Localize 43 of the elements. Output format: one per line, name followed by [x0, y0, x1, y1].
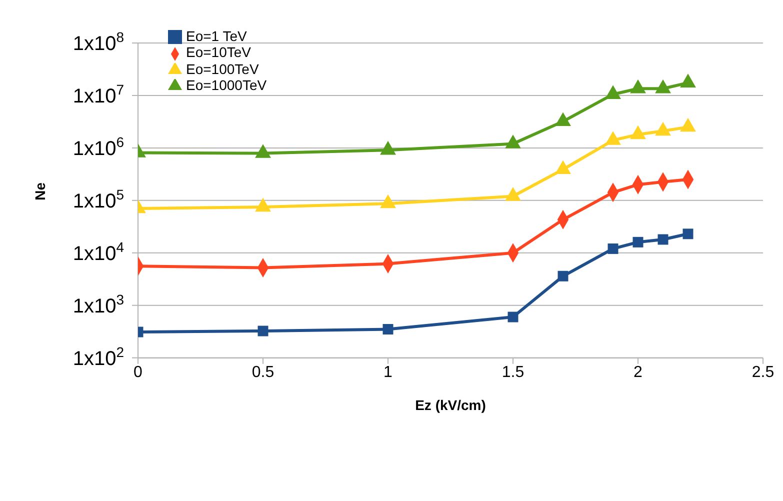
y-tick-label: 1x10$^{8}$: [72, 29, 124, 55]
y-tick-label: 1x10$^{4}$: [72, 238, 124, 265]
legend-label: Eo=10TeV: [186, 44, 251, 60]
point: [258, 326, 268, 336]
x-tick-label: 0.5: [252, 364, 274, 382]
point: [682, 228, 694, 240]
point: [558, 270, 568, 282]
legend-label: Eo=100TeV: [186, 60, 259, 77]
legend-label: Eo=1 TeV: [186, 28, 247, 44]
point: [380, 140, 396, 155]
x-tick-label: 2.5: [752, 364, 774, 382]
y-tick-label: 1x10$^{3}$: [72, 291, 124, 318]
point: [380, 194, 396, 208]
point: [255, 144, 271, 158]
point: [608, 243, 618, 254]
y-tick-label: 1x10$^{6}$: [72, 134, 124, 160]
point: [505, 134, 521, 148]
point: [605, 85, 621, 99]
y-tick-label: 1x10$^{7}$: [72, 81, 124, 108]
x-tick-label: 0: [134, 364, 143, 382]
x-axis-title: Ez (kV/cm): [415, 396, 486, 413]
point: [508, 312, 518, 322]
x-tick-label: 1: [384, 364, 393, 382]
point: [505, 187, 521, 201]
point: [255, 198, 271, 212]
point: [630, 79, 646, 94]
x-tick-label: 2: [634, 364, 643, 382]
point: [382, 324, 394, 335]
y-tick-label: 1x10$^{5}$: [72, 186, 124, 212]
point: [555, 160, 571, 174]
y-axis-title: Ne: [32, 182, 48, 200]
point: [680, 118, 696, 132]
point: [680, 74, 696, 88]
point: [605, 131, 621, 145]
point: [655, 79, 671, 94]
legend-label: Eo=1000TeV: [186, 76, 267, 93]
point: [630, 125, 646, 140]
y-tick-label: 1x10$^{2}$: [72, 344, 124, 370]
point: [632, 236, 644, 248]
point: [655, 122, 671, 136]
x-tick-label: 1.5: [502, 364, 524, 382]
point: [658, 234, 668, 245]
point: [555, 112, 571, 126]
